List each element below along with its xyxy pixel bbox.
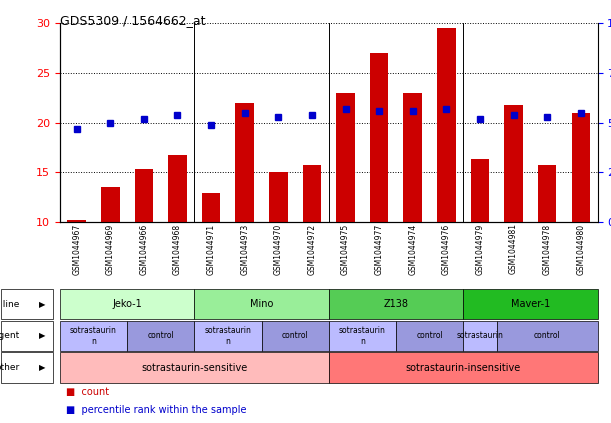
Bar [437, 28, 456, 222]
Text: Mino: Mino [250, 299, 273, 309]
Text: sotrastaurin
n: sotrastaurin n [70, 326, 117, 346]
Text: control: control [282, 331, 309, 341]
Bar [202, 193, 221, 222]
Text: ■  percentile rank within the sample: ■ percentile rank within the sample [66, 405, 246, 415]
Text: ▶: ▶ [39, 363, 46, 372]
Bar [370, 53, 389, 222]
Text: ▶: ▶ [39, 299, 46, 309]
Text: sotrastaurin: sotrastaurin [456, 331, 503, 341]
Text: GDS5309 / 1564662_at: GDS5309 / 1564662_at [60, 14, 205, 27]
Bar [101, 187, 120, 222]
Bar [235, 103, 254, 222]
Text: ■  count: ■ count [66, 387, 109, 397]
Bar [67, 220, 86, 222]
Text: control: control [147, 331, 174, 341]
Bar [302, 165, 321, 222]
Text: sotrastaurin
n: sotrastaurin n [339, 326, 386, 346]
Bar [134, 169, 153, 222]
Text: control: control [416, 331, 443, 341]
Text: control: control [534, 331, 560, 341]
Bar [538, 165, 557, 222]
Bar [504, 105, 523, 222]
Text: Z138: Z138 [384, 299, 408, 309]
Bar [269, 173, 288, 222]
Text: sotrastaurin-sensitive: sotrastaurin-sensitive [141, 363, 247, 373]
Bar [571, 113, 590, 222]
Text: agent: agent [0, 331, 20, 341]
Bar [403, 93, 422, 222]
Text: cell line: cell line [0, 299, 20, 309]
Text: sotrastaurin
n: sotrastaurin n [205, 326, 251, 346]
Text: Maver-1: Maver-1 [511, 299, 550, 309]
Text: ▶: ▶ [39, 331, 46, 341]
Bar [336, 93, 355, 222]
Text: Jeko-1: Jeko-1 [112, 299, 142, 309]
Bar [470, 159, 489, 222]
Bar [168, 156, 187, 222]
Text: other: other [0, 363, 20, 372]
Text: sotrastaurin-insensitive: sotrastaurin-insensitive [406, 363, 521, 373]
